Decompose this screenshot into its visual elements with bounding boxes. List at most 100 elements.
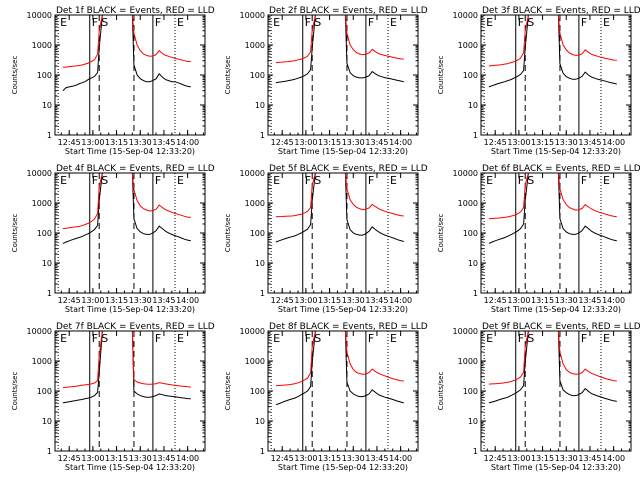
x-tick-label: 13:30 — [342, 454, 365, 463]
x-tick-label: 13:15 — [318, 296, 341, 305]
x-tick-label: 14:00 — [602, 296, 625, 305]
y-tick-label: 1000 — [32, 357, 52, 366]
y-tick-label: 1000 — [458, 357, 478, 366]
x-tick-label: 13:00 — [507, 138, 530, 147]
x-tick-label: 12:45 — [271, 296, 294, 305]
x-tick-label: 13:00 — [294, 296, 317, 305]
series-line-lld — [62, 331, 191, 389]
x-axis-label: Start Time (15-Sep-04 12:33:20) — [278, 305, 408, 314]
event-marker-label: F — [305, 16, 311, 29]
x-tick-label: 13:30 — [555, 138, 578, 147]
x-axis-label: Start Time (15-Sep-04 12:33:20) — [491, 463, 621, 472]
event-marker-label: E — [486, 16, 493, 29]
chart-title: Det 5f BLACK = Events, RED = LLD — [269, 164, 428, 174]
x-axis-label: Start Time (15-Sep-04 12:33:20) — [491, 305, 621, 314]
x-tick-label: 13:00 — [294, 454, 317, 463]
chart-title: Det 7f BLACK = Events, RED = LLD — [56, 322, 215, 332]
y-tick-label: 10000 — [240, 11, 265, 20]
plot-frame — [54, 330, 206, 452]
event-marker-label: F — [155, 16, 161, 29]
series-line-lld — [488, 15, 617, 67]
event-marker-label: E — [273, 332, 280, 345]
series-line-events — [488, 173, 617, 244]
y-tick-label: 10 — [255, 417, 265, 426]
event-marker-label: F — [305, 174, 311, 187]
x-tick-label: 13:00 — [294, 138, 317, 147]
event-marker-label: S — [314, 332, 321, 345]
x-tick-label: 13:30 — [555, 296, 578, 305]
x-tick-label: 13:15 — [318, 138, 341, 147]
plot-frame — [267, 14, 419, 136]
x-tick-label: 13:45 — [578, 138, 601, 147]
chart-title: Det 1f BLACK = Events, RED = LLD — [56, 6, 215, 16]
plot-frame — [480, 172, 632, 294]
event-marker-label: E — [486, 332, 493, 345]
y-tick-label: 10 — [468, 259, 478, 268]
series-line-events — [62, 173, 191, 244]
event-marker-label: F — [368, 174, 374, 187]
x-tick-label: 13:15 — [531, 138, 554, 147]
series-line-lld — [62, 173, 191, 230]
y-tick-label: 100 — [463, 387, 478, 396]
event-marker-label: S — [314, 174, 321, 187]
y-tick-label: 1 — [473, 289, 478, 298]
y-tick-label: 10 — [468, 417, 478, 426]
y-tick-label: 100 — [37, 387, 52, 396]
event-marker-label: F — [581, 16, 587, 29]
x-tick-label: 13:15 — [531, 454, 554, 463]
event-marker-label: E — [273, 174, 280, 187]
series-line-events — [488, 331, 617, 404]
x-axis-label: Start Time (15-Sep-04 12:33:20) — [278, 147, 408, 156]
event-marker-label: F — [92, 174, 98, 187]
x-tick-label: 14:00 — [176, 138, 199, 147]
series-line-lld — [275, 331, 404, 387]
x-tick-label: 13:00 — [81, 138, 104, 147]
y-tick-label: 1000 — [245, 199, 265, 208]
event-marker-label: F — [155, 174, 161, 187]
y-axis-label: Counts/sec — [437, 214, 445, 253]
plot-frame — [267, 172, 419, 294]
series-line-lld — [62, 15, 191, 68]
chart-title: Det 9f BLACK = Events, RED = LLD — [482, 322, 640, 332]
series-line-events — [275, 15, 404, 84]
y-tick-label: 10000 — [453, 11, 478, 20]
event-marker-label: F — [92, 332, 98, 345]
plot-frame — [267, 330, 419, 452]
x-tick-label: 13:30 — [129, 296, 152, 305]
x-tick-label: 12:45 — [58, 454, 81, 463]
x-tick-label: 14:00 — [176, 454, 199, 463]
x-tick-label: 13:00 — [507, 454, 530, 463]
y-tick-label: 100 — [250, 229, 265, 238]
x-tick-label: 13:45 — [152, 296, 175, 305]
x-tick-label: 13:15 — [105, 296, 128, 305]
event-marker-label: E — [390, 16, 397, 29]
x-tick-label: 13:30 — [342, 138, 365, 147]
y-tick-label: 1 — [260, 289, 265, 298]
x-tick-label: 13:00 — [81, 454, 104, 463]
x-tick-label: 13:45 — [578, 296, 601, 305]
x-tick-label: 13:00 — [81, 296, 104, 305]
y-tick-label: 10 — [42, 417, 52, 426]
x-tick-label: 12:45 — [271, 138, 294, 147]
x-tick-label: 12:45 — [58, 296, 81, 305]
series-line-lld — [275, 173, 404, 218]
y-tick-label: 100 — [250, 71, 265, 80]
x-tick-label: 12:45 — [271, 454, 294, 463]
y-tick-label: 10 — [468, 101, 478, 110]
x-tick-label: 14:00 — [602, 138, 625, 147]
y-tick-label: 100 — [463, 71, 478, 80]
x-tick-label: 13:15 — [105, 138, 128, 147]
y-tick-label: 10 — [255, 259, 265, 268]
y-tick-label: 1000 — [32, 199, 52, 208]
event-marker-label: S — [314, 16, 321, 29]
event-marker-label: E — [603, 332, 610, 345]
x-tick-label: 14:00 — [602, 454, 625, 463]
